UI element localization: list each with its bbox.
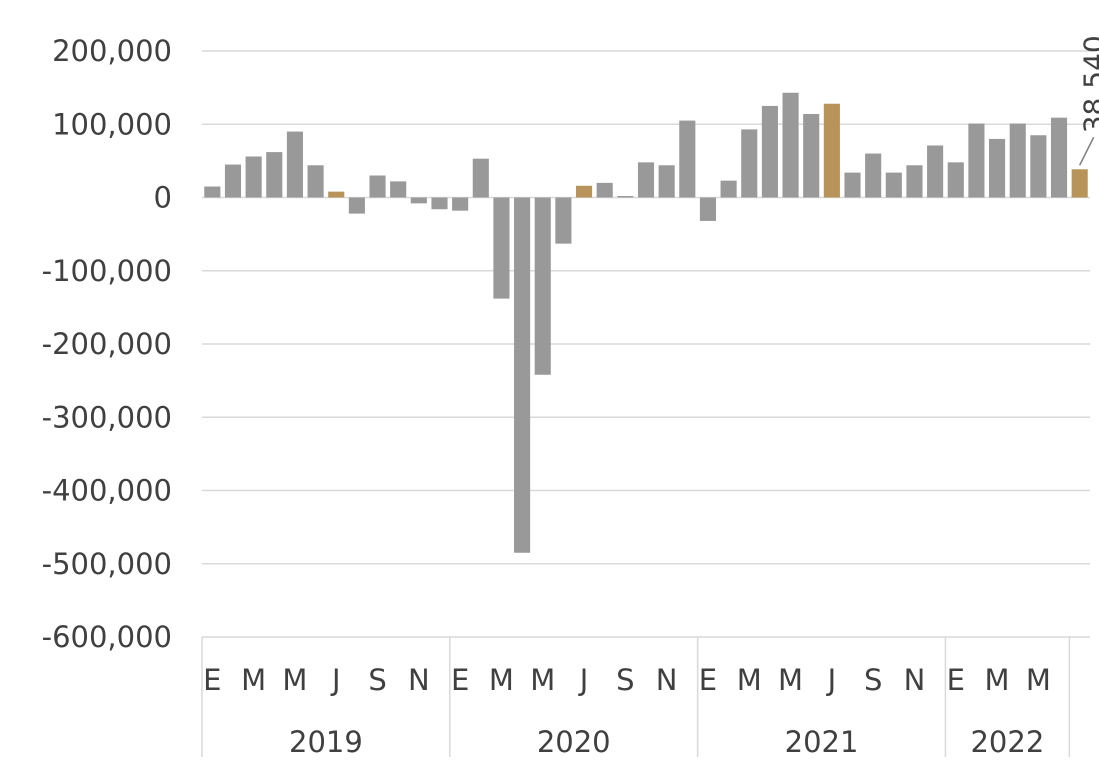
- annotation: 38,540: [1078, 35, 1099, 166]
- bar: [1050, 117, 1068, 198]
- x-year-label: 2021: [785, 725, 859, 757]
- bar: [472, 158, 489, 198]
- x-month-label: M: [1026, 663, 1051, 697]
- x-month-label: E: [947, 663, 965, 697]
- x-month-label: E: [203, 663, 221, 697]
- bar: [431, 197, 448, 210]
- x-month-label: M: [737, 663, 762, 697]
- bar: [390, 181, 407, 198]
- y-tick-label: -300,000: [42, 400, 172, 434]
- x-month-label: E: [699, 663, 717, 697]
- x-month-label: M: [489, 663, 514, 697]
- bar: [575, 185, 593, 198]
- bar: [823, 103, 840, 198]
- bar: [514, 197, 531, 553]
- bar: [410, 197, 427, 204]
- x-month-label: J: [330, 663, 341, 697]
- y-tick-label: 100,000: [52, 107, 172, 141]
- bar: [452, 197, 469, 211]
- x-month-label: J: [826, 663, 837, 697]
- y-tick-label: -100,000: [42, 254, 172, 288]
- bar: [307, 165, 324, 198]
- bar: [328, 191, 345, 198]
- x-month-label: M: [241, 663, 266, 697]
- x-month-label: N: [656, 663, 678, 697]
- x-month-label: S: [616, 663, 634, 697]
- x-year-label: 2019: [289, 725, 363, 757]
- bar: [348, 197, 365, 214]
- bar: [617, 196, 634, 198]
- bar: [1030, 135, 1047, 198]
- bar: [658, 165, 675, 198]
- y-tick-label: -500,000: [42, 547, 172, 581]
- bar: [596, 182, 613, 198]
- bar: [865, 153, 882, 198]
- bar: [493, 197, 510, 299]
- bar: [204, 186, 221, 198]
- y-tick-label: -200,000: [42, 327, 172, 361]
- x-month-label: N: [904, 663, 926, 697]
- bar: [286, 131, 303, 198]
- y-tick-label: -600,000: [42, 620, 172, 654]
- bar: [555, 197, 572, 244]
- bar: [761, 105, 778, 198]
- bar: [720, 180, 737, 198]
- bar: [245, 156, 262, 198]
- x-month-label: E: [451, 663, 469, 697]
- x-month-label: J: [578, 663, 589, 697]
- bar: [906, 165, 923, 198]
- bar: [947, 162, 964, 198]
- bar: [989, 138, 1006, 198]
- bar: [534, 197, 551, 375]
- bar: [224, 164, 242, 198]
- annotation-label: 38,540: [1078, 35, 1099, 133]
- bar: [927, 145, 944, 198]
- y-tick-label: 0: [154, 181, 172, 215]
- bar: [266, 152, 283, 198]
- bar: [679, 120, 696, 198]
- x-month-label: M: [985, 663, 1010, 697]
- bar: [885, 172, 902, 198]
- bar: [637, 162, 655, 198]
- x-month-label: S: [368, 663, 386, 697]
- bar: [968, 123, 985, 198]
- x-month-label: M: [778, 663, 803, 697]
- bar: [369, 175, 386, 198]
- bar: [844, 172, 861, 198]
- x-year-label: 2020: [537, 725, 611, 757]
- x-month-label: N: [408, 663, 430, 697]
- y-axis-tick-labels: 200,000 100,000 0 -100,000 -200,000 -300,000 -…: [42, 34, 172, 654]
- bar: [803, 113, 820, 198]
- y-tick-label: -400,000: [42, 474, 172, 508]
- bar: [741, 129, 758, 198]
- bar: [1009, 123, 1026, 198]
- x-year-label: 2022: [970, 725, 1044, 757]
- x-month-label: S: [864, 663, 882, 697]
- bar: [1071, 169, 1088, 198]
- y-tick-label: 200,000: [52, 34, 172, 68]
- bar: [699, 197, 717, 221]
- x-month-label: M: [530, 663, 555, 697]
- gridlines: [202, 50, 1090, 638]
- bars: [204, 92, 1088, 553]
- bar: [782, 92, 799, 198]
- x-month-label: M: [282, 663, 307, 697]
- annotation-leader-line: [1079, 136, 1095, 166]
